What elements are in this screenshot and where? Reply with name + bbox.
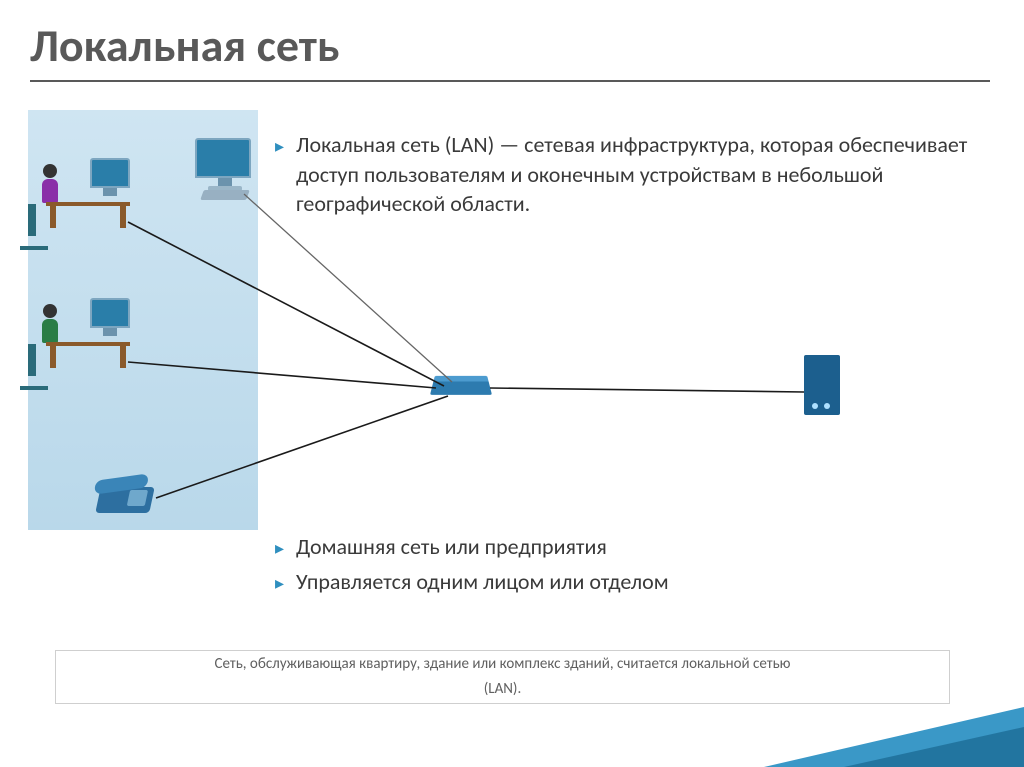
title-underline xyxy=(30,80,990,82)
edge-switch-server xyxy=(490,388,804,392)
caption-line-2: (LAN). xyxy=(484,677,522,703)
bullet-item: ▸ Локальная сеть (LAN) — сетевая инфраст… xyxy=(275,130,975,219)
node-server xyxy=(804,355,840,415)
node-monitor xyxy=(195,138,255,200)
switch-icon xyxy=(430,380,492,395)
bullet-arrow-icon: ▸ xyxy=(275,536,284,562)
node-ip-phone xyxy=(98,487,152,513)
node-switch xyxy=(432,378,490,396)
slide: Локальная сеть ▸ Локальная сеть (LAN) — … xyxy=(0,0,1024,767)
corner-accent-dark-icon xyxy=(844,727,1024,767)
caption-line-1: Сеть, обслуживающая квартиру, здание или… xyxy=(215,652,791,678)
node-workstation-user-1 xyxy=(32,158,142,238)
slide-title: Локальная сеть xyxy=(30,18,340,74)
phone-icon xyxy=(95,487,155,513)
edge-monitor-switch xyxy=(244,194,452,382)
node-workstation-user-2 xyxy=(32,298,142,378)
bullet-text: Локальная сеть (LAN) — сетевая инфрастру… xyxy=(296,130,975,219)
bullet-item: ▸ Управляется одним лицом или отделом xyxy=(275,567,975,597)
server-icon xyxy=(804,355,840,415)
bullet-text: Домашняя сеть или предприятия xyxy=(296,532,607,562)
bullet-arrow-icon: ▸ xyxy=(275,134,284,219)
bullet-item: ▸ Домашняя сеть или предприятия xyxy=(275,532,975,562)
bullet-text: Управляется одним лицом или отделом xyxy=(296,567,669,597)
caption-box: Сеть, обслуживающая квартиру, здание или… xyxy=(55,650,950,704)
bullet-arrow-icon: ▸ xyxy=(275,571,284,597)
